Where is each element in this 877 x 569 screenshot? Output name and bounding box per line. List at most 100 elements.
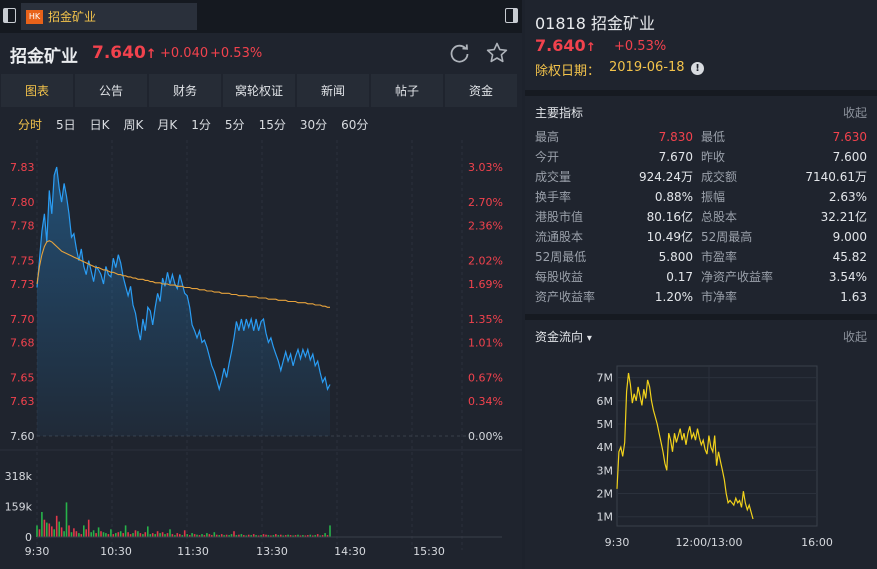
- period-tab[interactable]: 5分: [224, 118, 245, 132]
- metric-label: 昨收: [701, 150, 726, 164]
- metric-cell: 市盈率 45.82: [701, 247, 867, 267]
- period-tab[interactable]: 60分: [341, 118, 369, 132]
- y-tick-pct: 3.03%: [468, 161, 503, 174]
- flow-x-tick: 12:00/13:00: [675, 536, 742, 549]
- y-tick-pct: 1.35%: [468, 313, 503, 326]
- nav-tab[interactable]: 窝轮权证: [223, 74, 295, 107]
- volume-bar: [78, 533, 80, 537]
- y-tick-price: 7.75: [10, 255, 35, 268]
- metric-cell: 换手率 0.88%: [535, 187, 701, 207]
- metric-cell: 今开 7.670: [535, 147, 701, 167]
- volume-bar: [102, 532, 105, 537]
- volume-bar: [235, 535, 238, 537]
- metric-label: 成交额: [701, 170, 738, 184]
- volume-bar: [46, 522, 48, 537]
- refresh-icon[interactable]: [449, 42, 471, 64]
- volume-bar: [245, 535, 248, 537]
- y-tick-price: 7.60: [10, 430, 35, 443]
- volume-bar: [307, 535, 309, 537]
- info-icon[interactable]: !: [691, 62, 704, 75]
- star-icon[interactable]: [485, 41, 509, 65]
- volume-bar: [186, 534, 188, 537]
- nav-tab[interactable]: 帖子: [371, 74, 443, 107]
- metrics-row: 资产收益率 1.20% 市净率 1.63: [535, 287, 867, 307]
- metric-value: 7.630: [832, 130, 867, 144]
- period-tab[interactable]: 月K: [157, 118, 178, 132]
- volume-bar: [280, 534, 282, 537]
- volume-bar: [294, 535, 297, 537]
- metric-label: 今开: [535, 150, 560, 164]
- metric-value: 1.20%: [654, 290, 693, 304]
- volume-bar: [87, 519, 90, 537]
- period-tab[interactable]: 5日: [56, 118, 76, 132]
- metric-cell: 最低 7.630: [701, 127, 867, 147]
- period-tab[interactable]: 1分: [191, 118, 211, 132]
- volume-bar: [183, 530, 186, 537]
- volume-bar: [169, 529, 171, 537]
- volume-bar: [223, 535, 225, 537]
- tab-stock[interactable]: HK 招金矿业: [21, 3, 197, 30]
- y-tick-price: 7.68: [10, 336, 35, 349]
- price-area: [37, 167, 330, 436]
- stock-code-title: 01818 招金矿业: [535, 14, 656, 33]
- volume-bar: [159, 533, 161, 537]
- nav-tab[interactable]: 财务: [149, 74, 221, 107]
- x-tick: 11:30: [177, 545, 209, 558]
- panel-toggle-icon[interactable]: [505, 8, 518, 23]
- volume-bar: [309, 534, 312, 537]
- volume-bar: [299, 535, 302, 537]
- period-tab[interactable]: 周K: [123, 118, 144, 132]
- volume-bar: [304, 535, 307, 537]
- volume-bar: [95, 533, 97, 537]
- nav-tab[interactable]: 公告: [75, 74, 147, 107]
- period-tab[interactable]: 日K: [89, 118, 110, 132]
- nav-tab[interactable]: 资金: [445, 74, 517, 107]
- flow-collapse-button[interactable]: 收起: [842, 330, 867, 344]
- nav-tab[interactable]: 新闻: [297, 74, 369, 107]
- price-change-pct: +0.53%: [210, 46, 263, 61]
- volume-bar: [324, 533, 326, 537]
- flow-y-tick: 4M: [597, 441, 614, 454]
- volume-bar: [191, 533, 193, 537]
- y-tick-price: 7.70: [10, 313, 35, 326]
- volume-bar: [275, 534, 277, 537]
- period-tab[interactable]: 30分: [299, 118, 328, 132]
- volume-bar: [110, 529, 112, 537]
- volume-bar: [127, 532, 129, 537]
- detail-panel: 01818 招金矿业 7.640↑ +0.53% 除权日期： 2019-06-1…: [525, 0, 877, 569]
- volume-bar: [55, 515, 58, 537]
- volume-bar: [284, 535, 287, 537]
- period-tab[interactable]: 15分: [258, 118, 286, 132]
- metrics-collapse-button[interactable]: 收起: [842, 106, 867, 120]
- metric-cell: 市净率 1.63: [701, 287, 867, 307]
- section-nav: 图表 公告 财务 窝轮权证 新闻 帖子 资金: [0, 74, 522, 108]
- volume-bar: [243, 535, 245, 537]
- fund-flow-title[interactable]: 资金流向 ▾: [535, 330, 592, 344]
- y-tick-pct: 1.01%: [468, 336, 503, 349]
- metric-label: 港股市值: [535, 210, 584, 224]
- stock-price: 7.640↑: [92, 43, 157, 63]
- detail-price: 7.640↑: [535, 36, 596, 55]
- metric-value: 0.17: [666, 270, 693, 284]
- sidebar-toggle-icon[interactable]: [3, 8, 16, 23]
- volume-bar: [151, 533, 154, 537]
- volume-bar: [142, 534, 144, 537]
- x-tick: 9:30: [25, 545, 50, 558]
- metric-value: 1.63: [840, 290, 867, 304]
- period-tab[interactable]: 分时: [18, 118, 43, 132]
- volume-bar: [119, 531, 122, 537]
- metrics-row: 52周最低 5.800 市盈率 45.82: [535, 247, 867, 267]
- volume-bar: [154, 534, 156, 537]
- y-tick-price: 7.80: [10, 196, 35, 209]
- volume-bar: [260, 535, 262, 537]
- volume-bar: [247, 534, 250, 537]
- nav-tab[interactable]: 图表: [1, 74, 73, 107]
- metric-label: 最高: [535, 130, 560, 144]
- volume-bar: [156, 531, 159, 537]
- intraday-chart: 7.83 7.80 7.78 7.75 7.73 7.70 7.68 7.65 7.63 7.60…: [0, 140, 522, 558]
- volume-bar: [65, 502, 68, 537]
- volume-bar: [179, 534, 181, 537]
- metric-label: 最低: [701, 130, 726, 144]
- y-tick-pct: 2.36%: [468, 219, 503, 232]
- metrics-row: 换手率 0.88% 振幅 2.63%: [535, 187, 867, 207]
